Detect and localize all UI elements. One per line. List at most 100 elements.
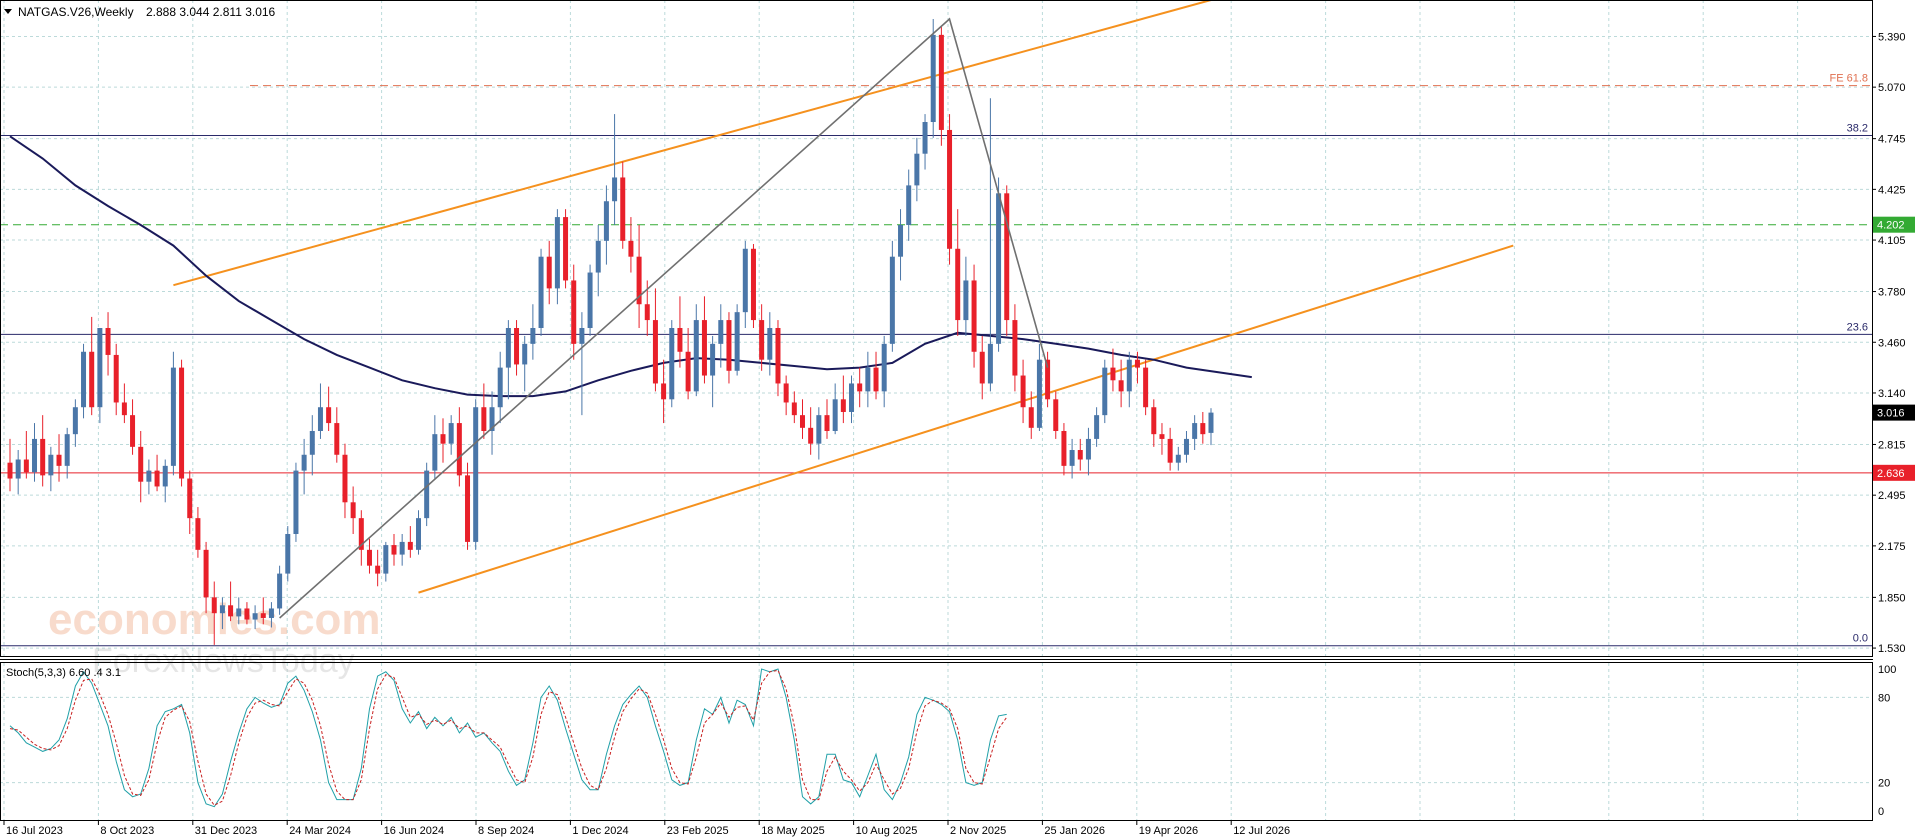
main-panel-frame bbox=[0, 0, 1873, 657]
level-badge-text: 3.016 bbox=[1877, 408, 1905, 420]
candle-body bbox=[301, 454, 307, 471]
candle-body bbox=[963, 280, 969, 321]
stoch-tick-label: 100 bbox=[1878, 664, 1896, 676]
candle-body bbox=[971, 280, 977, 352]
ohlc-readout: 2.888 3.044 2.811 3.016 bbox=[146, 5, 276, 19]
candle-body bbox=[170, 367, 176, 466]
candle-body bbox=[587, 272, 593, 328]
candle-body bbox=[23, 459, 29, 473]
dropdown-arrow-icon[interactable] bbox=[4, 9, 12, 14]
candle-body bbox=[849, 383, 855, 412]
time-axis: 16 Jul 2023 8 Oct 2023 31 Dec 2023 24 Mar 2… bbox=[3, 820, 1290, 837]
stoch-panel-frame bbox=[0, 662, 1873, 821]
candle-body bbox=[375, 565, 381, 574]
y-tick-label: 4.425 bbox=[1878, 184, 1906, 196]
level-badge bbox=[1873, 464, 1915, 481]
y-tick-label: 3.140 bbox=[1878, 388, 1906, 400]
candle-body bbox=[293, 470, 299, 534]
candle-body bbox=[628, 240, 634, 257]
candle-body bbox=[1192, 423, 1198, 439]
x-tick-label: 2 Nov 2025 bbox=[950, 825, 1006, 837]
candle-body bbox=[522, 343, 528, 365]
candle-body bbox=[326, 407, 332, 424]
y-tick-label: 5.390 bbox=[1878, 31, 1906, 43]
candle-body bbox=[1126, 359, 1132, 392]
candle-body bbox=[179, 367, 185, 479]
level-badge bbox=[1873, 216, 1915, 233]
candle-body bbox=[399, 541, 405, 555]
y-tick-label: 1.530 bbox=[1878, 643, 1906, 655]
candle-body bbox=[15, 459, 21, 479]
candle-body bbox=[718, 320, 724, 344]
candle-body bbox=[1167, 438, 1173, 463]
candle-body bbox=[72, 407, 78, 435]
candle-body bbox=[857, 383, 863, 392]
x-tick-label: 16 Jul 2023 bbox=[6, 825, 63, 837]
candle-body bbox=[563, 217, 569, 281]
level-label: 0.0 bbox=[1853, 633, 1868, 645]
y-tick-label: 3.780 bbox=[1878, 287, 1906, 299]
x-tick-label: 8 Sep 2024 bbox=[478, 825, 534, 837]
candle-body bbox=[987, 343, 993, 384]
candle-body bbox=[1077, 450, 1083, 460]
x-tick-label: 24 Mar 2024 bbox=[289, 825, 351, 837]
candle-body bbox=[644, 304, 650, 321]
x-tick-label: 23 Feb 2025 bbox=[667, 825, 729, 837]
channel-upper-line bbox=[173, 0, 1212, 287]
candle-body bbox=[1200, 423, 1206, 435]
x-tick-label: 1 Dec 2024 bbox=[572, 825, 628, 837]
candle-body bbox=[260, 613, 266, 618]
x-tick-label: 8 Oct 2023 bbox=[100, 825, 154, 837]
candle-body bbox=[40, 438, 46, 476]
candle-body bbox=[350, 502, 356, 519]
candle-body bbox=[1183, 438, 1189, 455]
candle-body bbox=[1012, 320, 1018, 376]
candle-body bbox=[906, 185, 912, 226]
y-tick-label: 2.175 bbox=[1878, 541, 1906, 553]
candle-body bbox=[32, 438, 38, 473]
candle-body bbox=[334, 423, 340, 455]
level-labels: FE 61.8 38.2 4.202 23.6 3.016 2.636 0.0 bbox=[1829, 73, 1915, 645]
candle-body bbox=[105, 328, 111, 355]
candle-body bbox=[881, 343, 887, 392]
x-tick-label: 12 Jul 2026 bbox=[1233, 825, 1290, 837]
candle-body bbox=[1028, 407, 1034, 428]
y-tick-label: 2.815 bbox=[1878, 439, 1906, 451]
candle-body bbox=[938, 34, 944, 130]
x-tick-label: 25 Jan 2026 bbox=[1044, 825, 1105, 837]
candle-body bbox=[710, 343, 716, 376]
candle-body bbox=[1159, 434, 1165, 439]
candle-body bbox=[252, 613, 258, 620]
moving-average bbox=[9, 135, 1252, 398]
candle-body bbox=[113, 354, 119, 403]
stoch-grid bbox=[0, 663, 1872, 820]
candle-body bbox=[48, 454, 54, 476]
candle-body bbox=[685, 351, 691, 392]
candle-body bbox=[1102, 367, 1108, 416]
candle-body bbox=[440, 434, 446, 444]
candle-body bbox=[285, 533, 291, 574]
candle-body bbox=[832, 399, 838, 431]
candle-body bbox=[309, 430, 315, 455]
candle-body bbox=[996, 193, 1002, 344]
candle-body bbox=[652, 320, 658, 384]
main-grid bbox=[0, 0, 1872, 656]
x-tick-label: 18 May 2025 bbox=[761, 825, 825, 837]
candle-body bbox=[1061, 430, 1067, 466]
candle-body bbox=[759, 320, 765, 360]
candle-body bbox=[898, 225, 904, 257]
candle-body bbox=[914, 153, 920, 186]
y-tick-label: 5.070 bbox=[1878, 82, 1906, 94]
candle-body bbox=[407, 541, 413, 550]
candle-body bbox=[603, 201, 609, 241]
candle-body bbox=[268, 608, 274, 618]
candle-body bbox=[1118, 380, 1124, 392]
candle-body bbox=[734, 312, 740, 371]
candle-body bbox=[97, 328, 103, 408]
candle-body bbox=[424, 470, 430, 519]
candle-body bbox=[546, 256, 552, 289]
candle-body bbox=[636, 256, 642, 305]
candle-body bbox=[1053, 399, 1059, 431]
price-levels bbox=[0, 85, 1872, 647]
